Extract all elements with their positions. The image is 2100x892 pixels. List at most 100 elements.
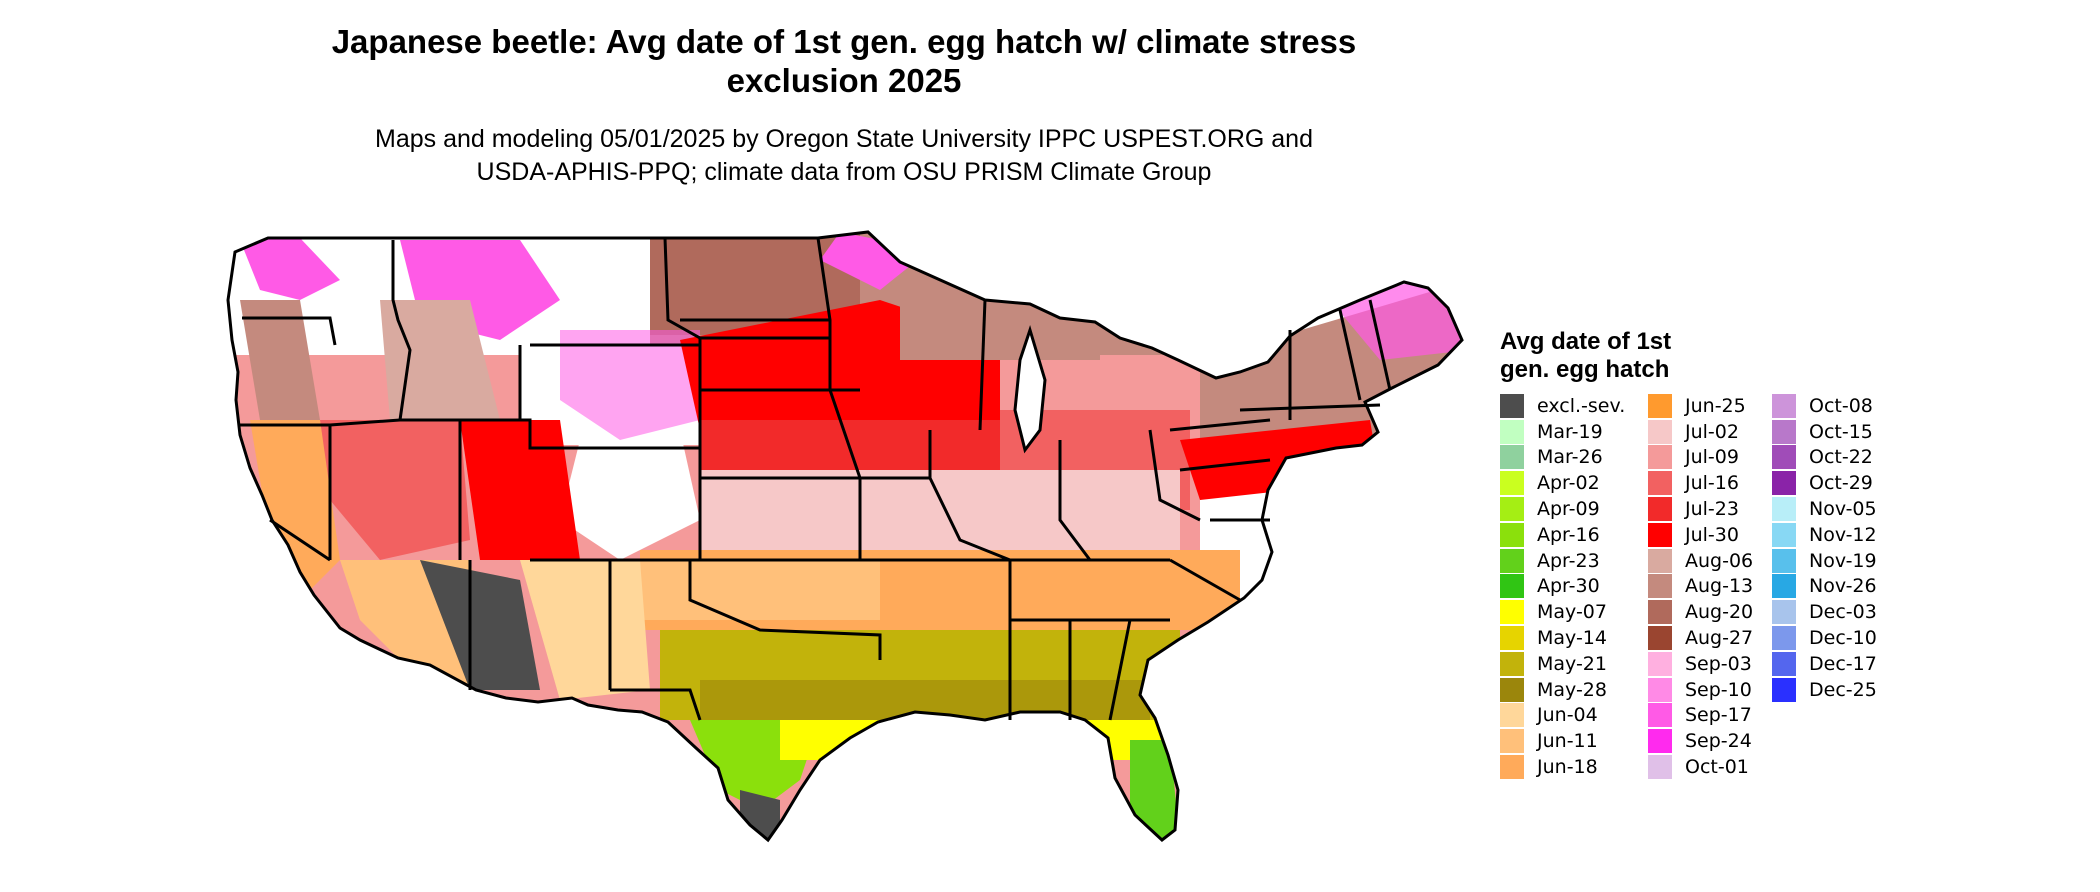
legend-label: Mar-26 [1537,446,1603,469]
legend-swatch [1500,626,1524,651]
legend-swatch [1772,548,1796,573]
legend-item: Jun-25 [1648,393,1753,419]
legend-item: Oct-15 [1772,419,1877,445]
legend-item: Oct-29 [1772,470,1877,496]
legend-label: Oct-22 [1809,446,1873,469]
legend-label: Apr-02 [1537,472,1600,495]
legend-swatch [1648,651,1672,676]
legend-label: May-28 [1537,678,1607,701]
legend-column-1: excl.-sev. Mar-19 Mar-26 Apr-02 Apr-09 Apr-16… [1500,393,1625,780]
legend-swatch [1648,677,1672,702]
legend-swatch [1648,471,1672,496]
legend-item: Nov-26 [1772,574,1877,600]
legend-item: Jul-23 [1648,496,1753,522]
legend-swatch [1772,497,1796,522]
legend-item: excl.-sev. [1500,393,1625,419]
legend-label: May-07 [1537,601,1607,624]
legend-label: Apr-16 [1537,523,1600,546]
legend-item: Jul-09 [1648,445,1753,471]
legend-item: Oct-08 [1772,393,1877,419]
legend-label: Jul-30 [1685,523,1739,546]
legend-label: Apr-30 [1537,575,1600,598]
legend-item: Oct-01 [1648,754,1753,780]
legend-item: Dec-10 [1772,625,1877,651]
legend-item: Apr-02 [1500,470,1625,496]
legend-item: Aug-20 [1648,599,1753,625]
legend-label: Oct-08 [1809,394,1873,417]
legend-swatch [1648,600,1672,625]
legend-item: Apr-30 [1500,574,1625,600]
legend-swatch [1772,651,1796,676]
legend-label: May-21 [1537,652,1607,675]
legend-item: May-14 [1500,625,1625,651]
legend-label: Sep-24 [1685,730,1752,753]
legend-column-3: Oct-08 Oct-15 Oct-22 Oct-29 Nov-05 Nov-12 Nov-… [1772,393,1877,703]
legend-swatch [1648,548,1672,573]
legend-label: Mar-19 [1537,420,1603,443]
map-subtitle-line-2: USDA-APHIS-PPQ; climate data from OSU PR… [476,158,1212,186]
legend-item: Apr-16 [1500,522,1625,548]
legend-swatch [1500,729,1524,754]
legend-swatch [1500,574,1524,599]
legend-item: Apr-23 [1500,548,1625,574]
legend-item: Aug-06 [1648,548,1753,574]
legend-label: Oct-01 [1685,756,1749,779]
legend-label: Sep-03 [1685,652,1752,675]
map-subtitle-line-1: Maps and modeling 05/01/2025 by Oregon S… [375,125,1313,153]
legend-label: Jun-04 [1537,704,1598,727]
legend-item: Aug-27 [1648,625,1753,651]
legend-swatch [1500,445,1524,470]
legend-label: Sep-10 [1685,678,1752,701]
legend-label: Aug-27 [1685,627,1754,650]
legend-item: Dec-25 [1772,677,1877,703]
legend-item: Jun-11 [1500,728,1625,754]
legend-item: May-07 [1500,599,1625,625]
legend-item: Dec-17 [1772,651,1877,677]
legend-label: excl.-sev. [1537,394,1626,417]
legend-swatch [1772,471,1796,496]
legend-swatch [1500,600,1524,625]
legend-item: May-28 [1500,677,1625,703]
legend-label: Jul-16 [1685,472,1739,495]
legend-swatch [1772,419,1796,444]
legend-swatch [1500,497,1524,522]
legend-swatch [1648,497,1672,522]
legend-swatch [1772,522,1796,547]
legend-label: Nov-26 [1809,575,1877,598]
legend-swatch [1500,677,1524,702]
legend-label: Dec-17 [1809,652,1877,675]
legend-item: Dec-03 [1772,599,1877,625]
legend-title: Avg date of 1st gen. egg hatch [1500,328,1720,384]
legend-swatch [1772,677,1796,702]
legend-label: Nov-12 [1809,523,1877,546]
lake-michigan [1013,325,1047,454]
legend-title-line-1: Avg date of 1st [1500,328,1672,355]
legend-swatch [1500,393,1524,418]
legend-swatch [1648,393,1672,418]
legend-swatch [1500,471,1524,496]
legend-swatch [1648,755,1672,780]
legend-item: Sep-24 [1648,728,1753,754]
legend-label: Aug-13 [1685,575,1754,598]
legend-swatch [1500,522,1524,547]
legend-swatch [1648,626,1672,651]
legend-swatch [1500,548,1524,573]
map-title-line-1: Japanese beetle: Avg date of 1st gen. eg… [331,23,1357,60]
state-borders [226,230,1464,843]
map-title-line-2: exclusion 2025 [726,62,962,99]
legend-item: Sep-10 [1648,677,1753,703]
legend-label: Oct-15 [1809,420,1873,443]
legend-swatch [1648,729,1672,754]
legend-item: Nov-05 [1772,496,1877,522]
legend-label: Jun-18 [1537,756,1598,779]
legend-item: Jun-04 [1500,703,1625,729]
legend-label: Jun-11 [1537,730,1598,753]
map-subtitle: Maps and modeling 05/01/2025 by Oregon S… [240,123,1448,189]
legend-label: Dec-03 [1809,601,1877,624]
legend-swatch [1500,703,1524,728]
legend-swatch [1500,651,1524,676]
legend-label: Jul-23 [1685,498,1739,521]
legend-item: Aug-13 [1648,574,1753,600]
legend-swatch [1648,445,1672,470]
